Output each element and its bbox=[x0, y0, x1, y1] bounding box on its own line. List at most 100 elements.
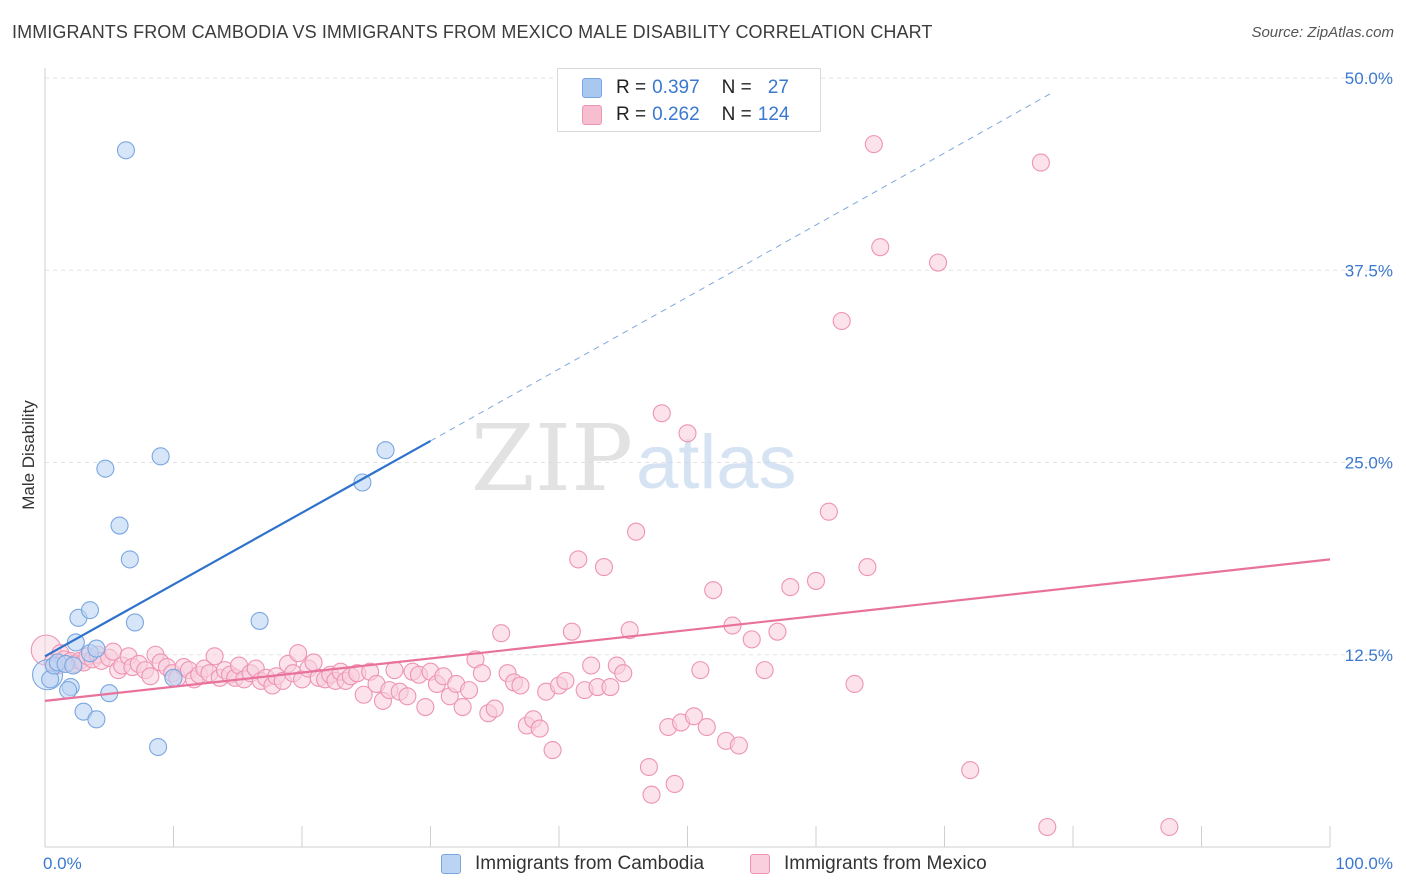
mexico-point bbox=[304, 653, 323, 672]
cambodia-point bbox=[64, 656, 83, 675]
cambodia-point bbox=[164, 668, 183, 687]
mexico-point bbox=[684, 707, 703, 726]
trend-lines bbox=[44, 91, 1331, 702]
mexico-point bbox=[1160, 817, 1179, 837]
mexico-point bbox=[858, 558, 877, 577]
bottom-legend-label-mexico: Immigrants from Mexico bbox=[784, 853, 987, 874]
mexico-point bbox=[594, 558, 614, 577]
mexico-point bbox=[620, 621, 639, 640]
mexico-point bbox=[416, 697, 435, 717]
mexico-point bbox=[704, 581, 723, 600]
mexico-point bbox=[729, 736, 748, 755]
legend-r-label: R = bbox=[616, 77, 647, 98]
mexico-point bbox=[1031, 153, 1050, 172]
bottom-legend-swatch-cambodia bbox=[441, 854, 461, 874]
y-tick-label: 37.5% bbox=[1345, 261, 1393, 280]
mexico-point bbox=[1038, 817, 1057, 837]
mexico-point bbox=[141, 667, 160, 686]
mexico-point bbox=[543, 741, 562, 760]
mexico-point bbox=[871, 238, 890, 257]
mexico-point bbox=[845, 674, 864, 694]
mexico-point bbox=[511, 676, 530, 695]
mexico-point bbox=[781, 578, 800, 597]
axes bbox=[44, 68, 1331, 848]
mexico-point bbox=[832, 311, 851, 331]
cambodia-trend-extension bbox=[430, 91, 1054, 442]
mexico-point bbox=[398, 687, 417, 706]
mexico-point bbox=[485, 699, 504, 718]
mexico-point bbox=[864, 135, 883, 154]
watermark: ZIP atlas bbox=[471, 405, 797, 512]
legend-n-label: N = bbox=[721, 104, 752, 125]
cambodia-point bbox=[149, 737, 168, 757]
mexico-point bbox=[385, 661, 404, 680]
x-tick-label: 0.0% bbox=[43, 854, 82, 873]
legend-row-cambodia: R = 0.397 N = 27 bbox=[582, 76, 789, 100]
cambodia-point bbox=[116, 141, 136, 160]
mexico-point bbox=[601, 677, 620, 697]
mexico-point bbox=[742, 630, 761, 649]
y-tick-label: 12.5% bbox=[1345, 646, 1393, 665]
cambodia-point bbox=[59, 681, 78, 700]
mexico-point bbox=[569, 550, 588, 569]
cambodia-point bbox=[376, 441, 395, 460]
mexico-point bbox=[755, 661, 774, 680]
mexico-point bbox=[492, 624, 511, 643]
mexico-point bbox=[665, 774, 684, 793]
mexico-point bbox=[459, 681, 479, 700]
mexico-point bbox=[289, 644, 308, 663]
cambodia-point bbox=[96, 459, 115, 478]
mexico-point bbox=[205, 647, 224, 666]
legend-r-label: R = bbox=[616, 104, 647, 125]
mexico-point bbox=[453, 697, 472, 717]
legend-row-mexico: R = 0.262 N = 124 bbox=[582, 103, 789, 127]
source-label: Source: ZipAtlas.com bbox=[1251, 24, 1394, 41]
legend-swatch-mexico bbox=[582, 105, 602, 125]
cambodia-point bbox=[80, 601, 100, 620]
correlation-legend: R = 0.397 N = 27 R = 0.262 N = 124 bbox=[557, 68, 821, 132]
mexico-point bbox=[768, 622, 787, 641]
legend-n-value: 27 bbox=[767, 77, 789, 98]
series-cambodia-points bbox=[32, 141, 395, 757]
cambodia-point bbox=[87, 639, 106, 658]
mexico-point bbox=[530, 719, 549, 738]
mexico-point bbox=[806, 571, 826, 590]
watermark-atlas: atlas bbox=[636, 420, 797, 505]
mexico-point bbox=[627, 522, 646, 541]
mexico-point bbox=[614, 664, 633, 683]
bottom-legend-cambodia: Immigrants from Cambodia bbox=[441, 850, 704, 878]
chart-title: IMMIGRANTS FROM CAMBODIA VS IMMIGRANTS F… bbox=[12, 22, 933, 42]
legend-n-label: N = bbox=[721, 77, 752, 98]
mexico-point bbox=[961, 761, 980, 780]
cambodia-point bbox=[66, 633, 85, 652]
mexico-point bbox=[472, 664, 491, 683]
mexico-point bbox=[562, 622, 581, 641]
x-tick-label: 100.0% bbox=[1335, 854, 1393, 873]
mexico-trend-line bbox=[44, 558, 1331, 702]
mexico-point bbox=[819, 502, 838, 521]
cambodia-point bbox=[120, 550, 139, 569]
tick-labels: 12.5% 25.0% 37.5% 50.0% 0.0% 100.0% bbox=[43, 69, 1393, 873]
cambodia-point bbox=[151, 447, 170, 466]
cambodia-point bbox=[250, 611, 269, 630]
mexico-point bbox=[639, 757, 659, 777]
bottom-legend-label-cambodia: Immigrants from Cambodia bbox=[475, 853, 705, 874]
watermark-zip: ZIP bbox=[471, 405, 633, 512]
grid-lines bbox=[45, 77, 1392, 656]
cambodia-point bbox=[125, 613, 144, 632]
bottom-legend-swatch-mexico bbox=[750, 854, 770, 874]
mexico-point bbox=[556, 671, 575, 690]
legend-n-value: 124 bbox=[757, 104, 790, 125]
mexico-point bbox=[697, 717, 716, 737]
mexico-point bbox=[642, 785, 661, 804]
mexico-point bbox=[354, 685, 373, 704]
y-tick-label: 50.0% bbox=[1345, 69, 1393, 88]
y-tick-label: 25.0% bbox=[1345, 454, 1393, 473]
cambodia-trend-line bbox=[44, 440, 432, 658]
mexico-point bbox=[929, 253, 948, 272]
legend-r-value: 0.262 bbox=[652, 104, 700, 125]
cambodia-point bbox=[87, 710, 106, 729]
y-axis-label: Male Disability bbox=[19, 400, 38, 510]
mexico-point bbox=[652, 404, 671, 423]
